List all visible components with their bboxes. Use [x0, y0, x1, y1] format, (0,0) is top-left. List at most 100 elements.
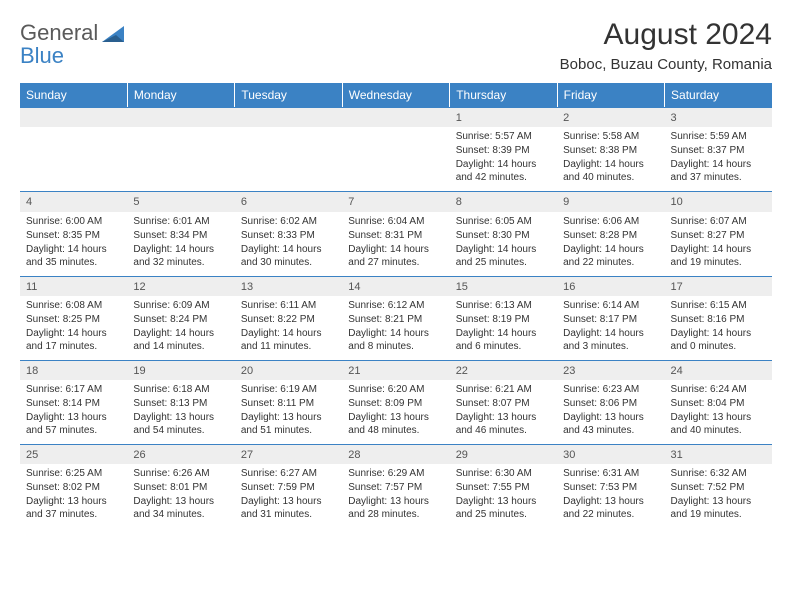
- day-number: 20: [235, 360, 342, 380]
- day-number: 16: [557, 276, 664, 296]
- day-cell: 24Sunrise: 6:24 AMSunset: 8:04 PMDayligh…: [665, 360, 772, 444]
- calendar-page: General Blue August 2024 Boboc, Buzau Co…: [0, 0, 792, 538]
- day-content: Sunrise: 6:30 AMSunset: 7:55 PMDaylight:…: [450, 464, 557, 528]
- day-content: Sunrise: 6:08 AMSunset: 8:25 PMDaylight:…: [20, 296, 127, 360]
- day-content: Sunrise: 6:12 AMSunset: 8:21 PMDaylight:…: [342, 296, 449, 360]
- empty-cell: [235, 107, 342, 191]
- day-content: Sunrise: 6:15 AMSunset: 8:16 PMDaylight:…: [665, 296, 772, 360]
- sunrise-line: Sunrise: 6:14 AM: [563, 299, 658, 312]
- sunrise-line: Sunrise: 6:09 AM: [133, 299, 228, 312]
- day-content: Sunrise: 6:06 AMSunset: 8:28 PMDaylight:…: [557, 212, 664, 276]
- sunset-line: Sunset: 8:02 PM: [26, 481, 121, 494]
- sunset-line: Sunset: 8:16 PM: [671, 313, 766, 326]
- sunset-line: Sunset: 8:35 PM: [26, 229, 121, 242]
- sunset-line: Sunset: 7:55 PM: [456, 481, 551, 494]
- day-content: Sunrise: 5:58 AMSunset: 8:38 PMDaylight:…: [557, 127, 664, 191]
- sunrise-line: Sunrise: 6:06 AM: [563, 215, 658, 228]
- day-number: 10: [665, 191, 772, 211]
- day-cell: 25Sunrise: 6:25 AMSunset: 8:02 PMDayligh…: [20, 444, 127, 528]
- sunset-line: Sunset: 8:38 PM: [563, 144, 658, 157]
- logo-word-general: General: [20, 20, 98, 45]
- day-cell: 14Sunrise: 6:12 AMSunset: 8:21 PMDayligh…: [342, 276, 449, 360]
- day-number: 28: [342, 444, 449, 464]
- sunset-line: Sunset: 8:33 PM: [241, 229, 336, 242]
- sunrise-line: Sunrise: 5:57 AM: [456, 130, 551, 143]
- logo-triangle-icon: [102, 24, 128, 49]
- daylight-line: Daylight: 13 hours and 28 minutes.: [348, 495, 443, 521]
- sunset-line: Sunset: 8:39 PM: [456, 144, 551, 157]
- daylight-line: Daylight: 13 hours and 57 minutes.: [26, 411, 121, 437]
- weekday-header: Sunday: [20, 83, 127, 107]
- sunset-line: Sunset: 7:52 PM: [671, 481, 766, 494]
- sunset-line: Sunset: 8:04 PM: [671, 397, 766, 410]
- logo: General Blue: [20, 18, 128, 68]
- weekday-header: Thursday: [450, 83, 557, 107]
- daylight-line: Daylight: 13 hours and 43 minutes.: [563, 411, 658, 437]
- sunset-line: Sunset: 8:24 PM: [133, 313, 228, 326]
- day-content: Sunrise: 6:18 AMSunset: 8:13 PMDaylight:…: [127, 380, 234, 444]
- header: General Blue August 2024 Boboc, Buzau Co…: [20, 18, 772, 73]
- empty-day-number: [20, 107, 127, 127]
- day-cell: 10Sunrise: 6:07 AMSunset: 8:27 PMDayligh…: [665, 191, 772, 275]
- sunset-line: Sunset: 8:25 PM: [26, 313, 121, 326]
- sunset-line: Sunset: 8:09 PM: [348, 397, 443, 410]
- day-number: 1: [450, 107, 557, 127]
- sunrise-line: Sunrise: 6:31 AM: [563, 467, 658, 480]
- empty-day-content: [127, 127, 234, 189]
- day-cell: 16Sunrise: 6:14 AMSunset: 8:17 PMDayligh…: [557, 276, 664, 360]
- daylight-line: Daylight: 14 hours and 32 minutes.: [133, 243, 228, 269]
- day-content: Sunrise: 6:21 AMSunset: 8:07 PMDaylight:…: [450, 380, 557, 444]
- day-number: 30: [557, 444, 664, 464]
- day-content: Sunrise: 6:27 AMSunset: 7:59 PMDaylight:…: [235, 464, 342, 528]
- calendar-table: SundayMondayTuesdayWednesdayThursdayFrid…: [20, 83, 772, 528]
- day-content: Sunrise: 6:26 AMSunset: 8:01 PMDaylight:…: [127, 464, 234, 528]
- day-cell: 6Sunrise: 6:02 AMSunset: 8:33 PMDaylight…: [235, 191, 342, 275]
- daylight-line: Daylight: 14 hours and 25 minutes.: [456, 243, 551, 269]
- day-number: 5: [127, 191, 234, 211]
- empty-day-content: [342, 127, 449, 189]
- weekday-header: Monday: [127, 83, 234, 107]
- day-content: Sunrise: 6:00 AMSunset: 8:35 PMDaylight:…: [20, 212, 127, 276]
- day-content: Sunrise: 6:24 AMSunset: 8:04 PMDaylight:…: [665, 380, 772, 444]
- empty-day-content: [20, 127, 127, 189]
- daylight-line: Daylight: 13 hours and 19 minutes.: [671, 495, 766, 521]
- sunrise-line: Sunrise: 6:07 AM: [671, 215, 766, 228]
- sunset-line: Sunset: 8:34 PM: [133, 229, 228, 242]
- daylight-line: Daylight: 13 hours and 25 minutes.: [456, 495, 551, 521]
- day-cell: 12Sunrise: 6:09 AMSunset: 8:24 PMDayligh…: [127, 276, 234, 360]
- sunrise-line: Sunrise: 6:15 AM: [671, 299, 766, 312]
- day-cell: 5Sunrise: 6:01 AMSunset: 8:34 PMDaylight…: [127, 191, 234, 275]
- sunrise-line: Sunrise: 6:27 AM: [241, 467, 336, 480]
- sunrise-line: Sunrise: 5:59 AM: [671, 130, 766, 143]
- sunrise-line: Sunrise: 6:20 AM: [348, 383, 443, 396]
- sunrise-line: Sunrise: 6:25 AM: [26, 467, 121, 480]
- day-cell: 8Sunrise: 6:05 AMSunset: 8:30 PMDaylight…: [450, 191, 557, 275]
- daylight-line: Daylight: 13 hours and 51 minutes.: [241, 411, 336, 437]
- daylight-line: Daylight: 14 hours and 22 minutes.: [563, 243, 658, 269]
- day-number: 11: [20, 276, 127, 296]
- weekday-header: Friday: [557, 83, 664, 107]
- sunset-line: Sunset: 8:01 PM: [133, 481, 228, 494]
- sunset-line: Sunset: 7:53 PM: [563, 481, 658, 494]
- empty-day-content: [235, 127, 342, 189]
- daylight-line: Daylight: 13 hours and 37 minutes.: [26, 495, 121, 521]
- daylight-line: Daylight: 14 hours and 17 minutes.: [26, 327, 121, 353]
- calendar-week-row: 18Sunrise: 6:17 AMSunset: 8:14 PMDayligh…: [20, 360, 772, 444]
- day-number: 4: [20, 191, 127, 211]
- day-number: 2: [557, 107, 664, 127]
- day-number: 7: [342, 191, 449, 211]
- daylight-line: Daylight: 14 hours and 19 minutes.: [671, 243, 766, 269]
- sunrise-line: Sunrise: 6:29 AM: [348, 467, 443, 480]
- day-content: Sunrise: 6:19 AMSunset: 8:11 PMDaylight:…: [235, 380, 342, 444]
- sunrise-line: Sunrise: 6:17 AM: [26, 383, 121, 396]
- day-content: Sunrise: 5:59 AMSunset: 8:37 PMDaylight:…: [665, 127, 772, 191]
- day-cell: 29Sunrise: 6:30 AMSunset: 7:55 PMDayligh…: [450, 444, 557, 528]
- day-content: Sunrise: 6:25 AMSunset: 8:02 PMDaylight:…: [20, 464, 127, 528]
- sunrise-line: Sunrise: 6:21 AM: [456, 383, 551, 396]
- day-cell: 28Sunrise: 6:29 AMSunset: 7:57 PMDayligh…: [342, 444, 449, 528]
- day-cell: 4Sunrise: 6:00 AMSunset: 8:35 PMDaylight…: [20, 191, 127, 275]
- day-cell: 26Sunrise: 6:26 AMSunset: 8:01 PMDayligh…: [127, 444, 234, 528]
- daylight-line: Daylight: 14 hours and 35 minutes.: [26, 243, 121, 269]
- day-number: 12: [127, 276, 234, 296]
- daylight-line: Daylight: 13 hours and 54 minutes.: [133, 411, 228, 437]
